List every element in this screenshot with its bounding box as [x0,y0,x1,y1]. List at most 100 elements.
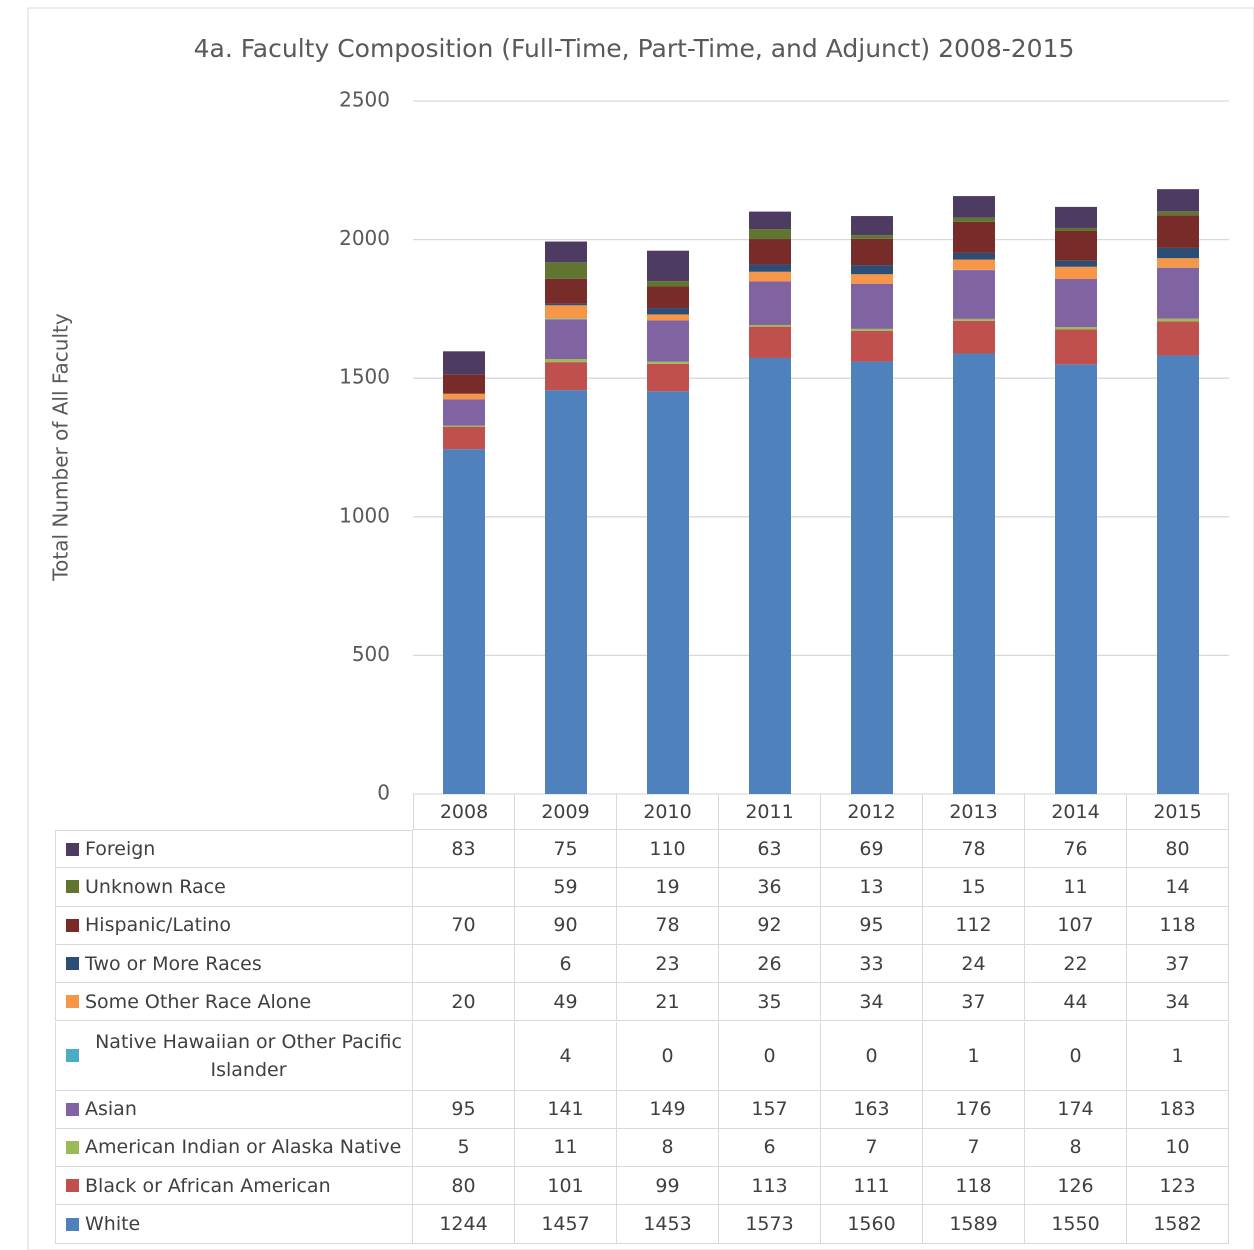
bar-segment [953,270,995,319]
table-value: 1453 [617,1205,719,1244]
table-value: 7 [923,1128,1025,1168]
bar-segment [647,314,689,321]
chart-border [27,7,1254,1250]
y-axis-label: Total Number of All Faculty [49,313,73,582]
bar-segment [443,399,485,426]
legend-cell: Some Other Race Alone [55,983,413,1022]
table-value: 157 [719,1090,821,1129]
table-value: 21 [617,983,719,1022]
bar-segment [647,361,689,364]
table-value: 8 [617,1128,719,1168]
table-value: 126 [1025,1167,1127,1206]
bar-segment [1157,247,1199,259]
bar-segment [545,319,587,360]
table-value: 33 [821,944,923,984]
legend-swatch [66,1049,79,1062]
table-value: 59 [515,868,617,907]
legend-swatch [66,1140,79,1154]
bar-segment [953,252,995,260]
x-tick-label: 2012 [821,794,923,830]
bar-segment [851,235,893,239]
bar-segment [851,265,893,275]
table-value: 101 [515,1167,617,1206]
table-value: 95 [821,906,923,945]
bar-segment [851,328,893,331]
bar-segment [1055,227,1097,232]
table-value: 26 [719,944,821,984]
legend-cell: Foreign [55,830,413,869]
bar-segment [443,425,485,427]
bar-segment [1157,355,1199,794]
bar-segment [443,351,485,375]
y-tick-label: 2000 [339,226,390,250]
bar-segment [1055,278,1097,328]
table-value: 10 [1127,1128,1229,1168]
table-value: 118 [923,1167,1025,1206]
legend-swatch [66,995,79,1009]
bar-segment [443,374,485,394]
bar-segment [647,286,689,309]
table-value: 5 [413,1128,515,1168]
table-value: 111 [821,1167,923,1206]
bar-segment [851,330,893,362]
x-tick-label: 2009 [515,794,617,830]
table-value: 49 [515,983,617,1022]
bar-segment [1055,364,1097,794]
table-value: 8 [1025,1128,1127,1168]
bar-segment [1055,329,1097,365]
table-value: 44 [1025,983,1127,1022]
bar-segment [545,303,587,306]
table-value: 15 [923,868,1025,907]
legend-label: Some Other Race Alone [85,990,312,1013]
legend-label: Black or African American [85,1174,331,1197]
y-tick-label: 1500 [339,365,390,389]
x-tick-label: 2010 [617,794,719,830]
table-value: 63 [719,830,821,869]
bar-segment [545,305,587,319]
bar-segment [851,283,893,329]
bar-segment [1055,327,1097,330]
legend-label: Native Hawaiian or Other Pacific Islande… [95,1030,402,1081]
table-value: 19 [617,868,719,907]
bar-segment [953,221,995,253]
bar-segment [647,250,689,282]
table-value [413,944,515,984]
table-value: 141 [515,1090,617,1129]
table-value: 112 [923,906,1025,945]
table-value: 34 [821,983,923,1022]
table-value: 78 [923,830,1025,869]
table-value: 6 [719,1128,821,1168]
legend-label: White [85,1213,141,1236]
table-value: 14 [1127,868,1229,907]
legend-swatch [66,842,79,856]
bar-segment [545,390,587,794]
table-value: 1457 [515,1205,617,1244]
chart-title: 4a. Faculty Composition (Full-Time, Part… [194,34,1075,63]
bar-segment [1157,189,1199,212]
bar-segment [545,362,587,391]
y-tick-label: 2500 [339,88,390,112]
legend-cell: Native Hawaiian or Other Pacific Islande… [55,1021,413,1091]
bar-segment [749,271,791,282]
bar-segment [647,320,689,362]
table-value: 113 [719,1167,821,1206]
bar-segment [1157,258,1199,268]
table-value: 34 [1127,983,1229,1022]
table-value: 83 [413,830,515,869]
bar-segment [749,281,791,325]
x-tick-label: 2011 [719,794,821,830]
x-tick-label: 2015 [1127,794,1229,830]
table-value: 95 [413,1090,515,1129]
bar-segment [545,359,587,363]
bar-segment [647,281,689,287]
legend-cell: Asian [55,1090,413,1129]
bar-segment [1157,215,1199,248]
table-value: 6 [515,944,617,984]
legend-label: Foreign [85,838,156,861]
legend-swatch [66,1102,79,1116]
legend-cell: American Indian or Alaska Native [55,1128,413,1168]
table-value: 183 [1127,1090,1229,1129]
legend-label: Hispanic/Latino [85,914,231,937]
table-value: 1550 [1025,1205,1127,1244]
